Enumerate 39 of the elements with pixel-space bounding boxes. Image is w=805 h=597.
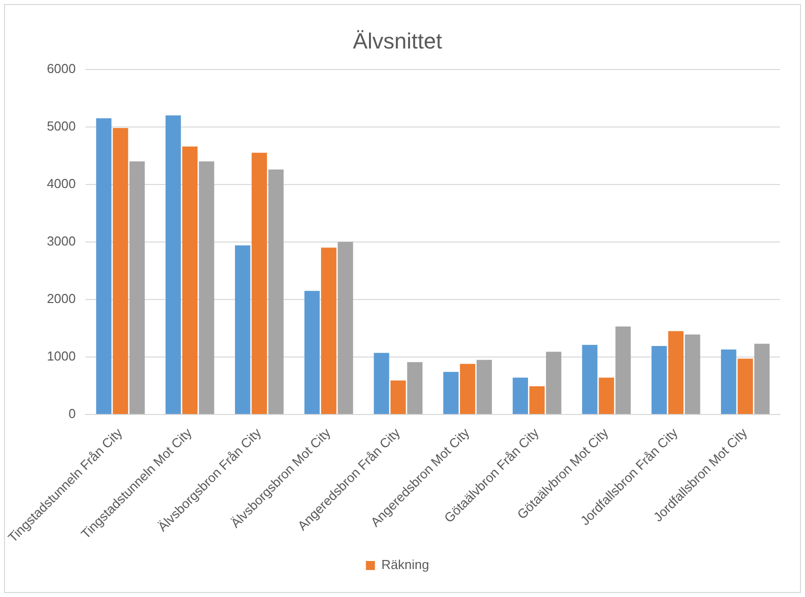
bar <box>268 169 284 414</box>
bar <box>390 380 406 414</box>
chart-title: Älvsnittet <box>352 28 442 54</box>
bar <box>182 146 198 414</box>
bar <box>546 352 562 414</box>
bar <box>234 245 250 414</box>
bar <box>684 334 700 414</box>
bar <box>407 362 422 414</box>
bar <box>476 360 492 414</box>
bar <box>598 378 614 414</box>
bar <box>321 248 336 414</box>
y-tick-label: 4000 <box>46 176 76 191</box>
bar <box>460 364 476 414</box>
bar <box>374 352 390 414</box>
y-tick-label: 2000 <box>46 291 76 306</box>
bar <box>668 331 684 414</box>
y-tick-label: 6000 <box>46 60 76 76</box>
bar <box>198 161 214 414</box>
bar <box>738 358 753 414</box>
bar <box>652 346 667 414</box>
bar <box>615 326 631 414</box>
y-tick-label: 0 <box>68 406 76 422</box>
bar <box>512 378 528 414</box>
bar <box>304 290 320 414</box>
y-tick-label: 1000 <box>46 348 76 364</box>
bar <box>754 344 770 414</box>
bar <box>720 349 736 414</box>
bar <box>443 372 459 414</box>
bar <box>96 118 112 414</box>
y-tick-label: 3000 <box>46 234 76 249</box>
y-tick-label: 5000 <box>46 118 76 134</box>
bar <box>529 386 545 414</box>
bar <box>112 128 128 414</box>
legend-label: Räkning <box>381 557 430 572</box>
bar <box>166 115 181 414</box>
bar <box>582 344 598 414</box>
bar <box>338 242 354 414</box>
bar <box>129 161 145 414</box>
bar <box>252 152 267 414</box>
